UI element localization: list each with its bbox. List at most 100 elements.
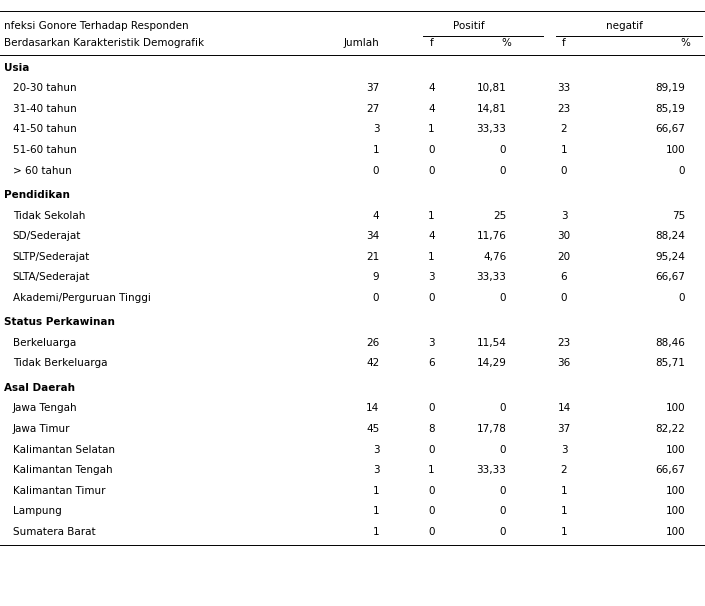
Text: f: f bbox=[562, 38, 566, 48]
Text: 9: 9 bbox=[373, 272, 379, 282]
Text: 1: 1 bbox=[560, 507, 568, 516]
Text: 25: 25 bbox=[493, 210, 506, 221]
Text: 14: 14 bbox=[366, 404, 379, 413]
Text: 3: 3 bbox=[428, 272, 435, 282]
Text: 37: 37 bbox=[366, 83, 379, 93]
Text: 0: 0 bbox=[428, 145, 435, 155]
Text: Berdasarkan Karakteristik Demografik: Berdasarkan Karakteristik Demografik bbox=[4, 38, 204, 48]
Text: 33,33: 33,33 bbox=[477, 465, 506, 475]
Text: 33,33: 33,33 bbox=[477, 124, 506, 135]
Text: 11,76: 11,76 bbox=[477, 231, 506, 241]
Text: Kalimantan Timur: Kalimantan Timur bbox=[13, 486, 105, 496]
Text: Kalimantan Selatan: Kalimantan Selatan bbox=[13, 445, 115, 454]
Text: Jumlah: Jumlah bbox=[343, 38, 379, 48]
Text: 10,81: 10,81 bbox=[477, 83, 506, 93]
Text: 1: 1 bbox=[560, 527, 568, 537]
Text: 66,67: 66,67 bbox=[656, 272, 685, 282]
Text: 33: 33 bbox=[558, 83, 570, 93]
Text: 1: 1 bbox=[560, 145, 568, 155]
Text: 3: 3 bbox=[373, 445, 379, 454]
Text: 31-40 tahun: 31-40 tahun bbox=[13, 104, 76, 114]
Text: 0: 0 bbox=[679, 293, 685, 303]
Text: 14: 14 bbox=[558, 404, 570, 413]
Text: 100: 100 bbox=[666, 445, 685, 454]
Text: 20: 20 bbox=[558, 251, 570, 262]
Text: Jawa Tengah: Jawa Tengah bbox=[13, 404, 78, 413]
Text: %: % bbox=[680, 38, 690, 48]
Text: 82,22: 82,22 bbox=[656, 424, 685, 434]
Text: 0: 0 bbox=[500, 486, 506, 496]
Text: 17,78: 17,78 bbox=[477, 424, 506, 434]
Text: 2: 2 bbox=[560, 124, 568, 135]
Text: 6: 6 bbox=[428, 358, 435, 368]
Text: Pendidikan: Pendidikan bbox=[4, 190, 69, 200]
Text: 100: 100 bbox=[666, 507, 685, 516]
Text: 1: 1 bbox=[428, 124, 435, 135]
Text: 42: 42 bbox=[366, 358, 379, 368]
Text: negatif: negatif bbox=[606, 21, 643, 31]
Text: 1: 1 bbox=[428, 251, 435, 262]
Text: Jawa Timur: Jawa Timur bbox=[13, 424, 70, 434]
Text: 0: 0 bbox=[428, 165, 435, 176]
Text: 0: 0 bbox=[428, 404, 435, 413]
Text: 3: 3 bbox=[373, 124, 379, 135]
Text: 0: 0 bbox=[428, 445, 435, 454]
Text: 100: 100 bbox=[666, 404, 685, 413]
Text: 4: 4 bbox=[428, 83, 435, 93]
Text: SLTP/Sederajat: SLTP/Sederajat bbox=[13, 251, 90, 262]
Text: 6: 6 bbox=[560, 272, 568, 282]
Text: 1: 1 bbox=[560, 486, 568, 496]
Text: 0: 0 bbox=[500, 507, 506, 516]
Text: %: % bbox=[501, 38, 511, 48]
Text: 23: 23 bbox=[558, 104, 570, 114]
Text: 100: 100 bbox=[666, 486, 685, 496]
Text: 4: 4 bbox=[428, 104, 435, 114]
Text: 0: 0 bbox=[500, 445, 506, 454]
Text: 30: 30 bbox=[558, 231, 570, 241]
Text: Akademi/Perguruan Tinggi: Akademi/Perguruan Tinggi bbox=[13, 293, 151, 303]
Text: 36: 36 bbox=[558, 358, 570, 368]
Text: 2: 2 bbox=[560, 465, 568, 475]
Text: 37: 37 bbox=[558, 424, 570, 434]
Text: SD/Sederajat: SD/Sederajat bbox=[13, 231, 81, 241]
Text: 1: 1 bbox=[373, 145, 379, 155]
Text: Lampung: Lampung bbox=[13, 507, 61, 516]
Text: Usia: Usia bbox=[4, 62, 29, 73]
Text: 1: 1 bbox=[373, 486, 379, 496]
Text: 0: 0 bbox=[500, 404, 506, 413]
Text: 34: 34 bbox=[366, 231, 379, 241]
Text: 27: 27 bbox=[366, 104, 379, 114]
Text: 8: 8 bbox=[428, 424, 435, 434]
Text: nfeksi Gonore Terhadap Responden: nfeksi Gonore Terhadap Responden bbox=[4, 21, 188, 31]
Text: 33,33: 33,33 bbox=[477, 272, 506, 282]
Text: 75: 75 bbox=[672, 210, 685, 221]
Text: 0: 0 bbox=[500, 293, 506, 303]
Text: 3: 3 bbox=[373, 465, 379, 475]
Text: 14,81: 14,81 bbox=[477, 104, 506, 114]
Text: Kalimantan Tengah: Kalimantan Tengah bbox=[13, 465, 112, 475]
Text: 45: 45 bbox=[366, 424, 379, 434]
Text: 23: 23 bbox=[558, 338, 570, 348]
Text: 0: 0 bbox=[428, 507, 435, 516]
Text: 1: 1 bbox=[428, 210, 435, 221]
Text: Berkeluarga: Berkeluarga bbox=[13, 338, 76, 348]
Text: Tidak Sekolah: Tidak Sekolah bbox=[13, 210, 85, 221]
Text: 21: 21 bbox=[366, 251, 379, 262]
Text: 4: 4 bbox=[428, 231, 435, 241]
Text: 100: 100 bbox=[666, 145, 685, 155]
Text: 85,71: 85,71 bbox=[656, 358, 685, 368]
Text: f: f bbox=[429, 38, 434, 48]
Text: 95,24: 95,24 bbox=[656, 251, 685, 262]
Text: 0: 0 bbox=[373, 293, 379, 303]
Text: 0: 0 bbox=[560, 293, 568, 303]
Text: 0: 0 bbox=[560, 165, 568, 176]
Text: 66,67: 66,67 bbox=[656, 124, 685, 135]
Text: Status Perkawinan: Status Perkawinan bbox=[4, 317, 114, 327]
Text: 3: 3 bbox=[428, 338, 435, 348]
Text: 88,46: 88,46 bbox=[656, 338, 685, 348]
Text: 3: 3 bbox=[560, 210, 568, 221]
Text: 88,24: 88,24 bbox=[656, 231, 685, 241]
Text: > 60 tahun: > 60 tahun bbox=[13, 165, 71, 176]
Text: 11,54: 11,54 bbox=[477, 338, 506, 348]
Text: Positif: Positif bbox=[453, 21, 484, 31]
